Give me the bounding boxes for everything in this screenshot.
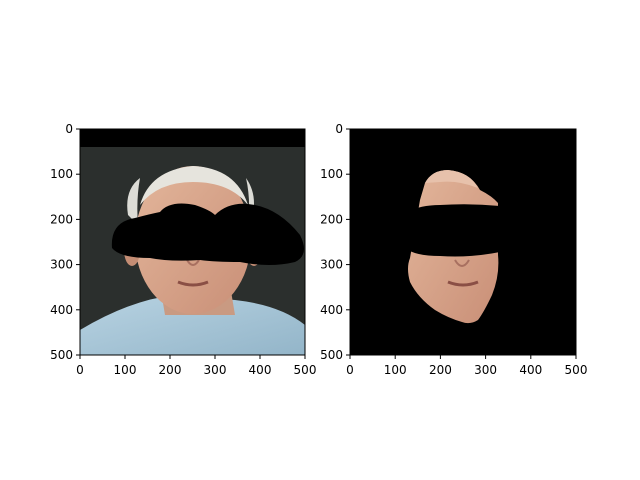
right-xtick-label: 400: [519, 363, 542, 377]
left-ytick-label: 400: [50, 303, 73, 317]
left-xtick-label: 400: [249, 363, 272, 377]
left-top-black-band: [80, 129, 305, 147]
left-ytick-label: 100: [50, 167, 73, 181]
right-ytick-label: 100: [320, 167, 343, 181]
right-xtick-label: 200: [429, 363, 452, 377]
mouth: [177, 280, 209, 287]
right-ytick-label: 300: [320, 258, 343, 272]
right-xtick-label: 0: [346, 363, 354, 377]
left-xtick-label: 0: [76, 363, 84, 377]
left-ytick-label: 300: [50, 258, 73, 272]
left-xtick-label: 200: [159, 363, 182, 377]
right-ytick-label: 0: [335, 122, 343, 136]
right-xtick-label: 500: [565, 363, 588, 377]
right-axes-frame: [349, 128, 577, 356]
left-mask-blob: [111, 203, 304, 265]
left-ytick-label: 500: [50, 348, 73, 362]
right-ytick-label: 200: [320, 212, 343, 226]
hair: [140, 166, 248, 205]
right-mask-band: [408, 204, 500, 257]
segmented-forehead: [425, 170, 478, 188]
left-xtick-label: 300: [204, 363, 227, 377]
right-ytick-label: 500: [320, 348, 343, 362]
left-xtick-label: 100: [114, 363, 137, 377]
left-image-panel: [80, 129, 305, 355]
left-ytick-label: 0: [65, 122, 73, 136]
left-xtick-label: 500: [294, 363, 317, 377]
right-xtick-label: 300: [474, 363, 497, 377]
left-ytick-label: 200: [50, 212, 73, 226]
segmented-nose: [454, 259, 470, 267]
hair-side-left: [127, 178, 140, 225]
right-ytick-label: 400: [320, 303, 343, 317]
right-xtick-label: 100: [384, 363, 407, 377]
left-axes-frame: [79, 128, 306, 356]
segmented-mouth: [447, 280, 479, 287]
right-image-panel: [350, 129, 576, 355]
shirt: [80, 295, 305, 355]
